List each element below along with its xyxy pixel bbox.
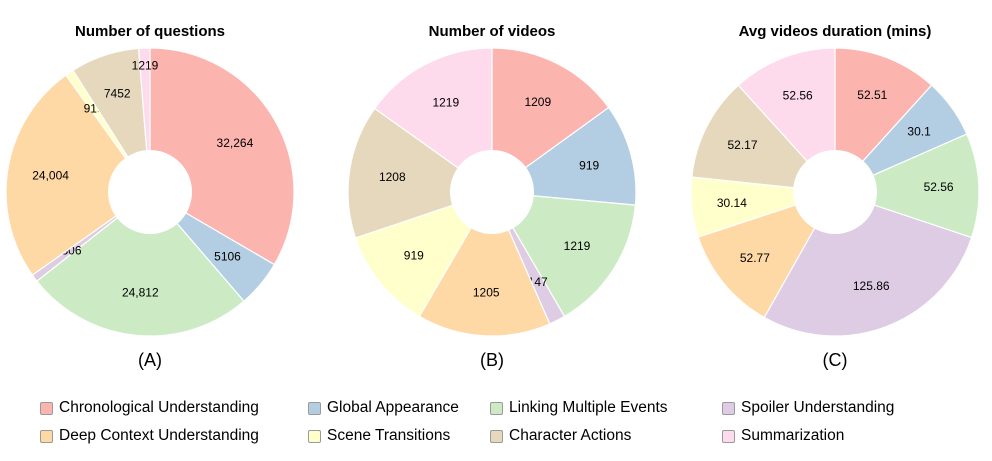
slice-value-label: 7452 xyxy=(104,87,131,101)
pie-slice-summarization xyxy=(737,47,836,194)
panel-label: (B) xyxy=(480,350,504,370)
pie-slice-linking-multiple-events xyxy=(833,133,980,239)
slice-value-label: 1209 xyxy=(524,95,551,109)
pie-slice-summarization xyxy=(373,47,493,194)
chart-title: Number of videos xyxy=(429,23,556,40)
slice-value-label: 52.51 xyxy=(857,88,887,102)
donut-hole xyxy=(108,150,192,234)
slice-value-label: 30.1 xyxy=(907,124,931,138)
slice-value-label: 1208 xyxy=(379,170,406,184)
pie-slice-chronological-understanding xyxy=(491,47,610,194)
pie-slice-deep-context-understanding xyxy=(418,190,551,337)
donut-hole xyxy=(793,150,877,234)
slice-value-label: 24,812 xyxy=(122,285,159,299)
pie-slice-character-actions xyxy=(347,107,494,239)
slice-value-label: 32,264 xyxy=(217,136,254,150)
pie-slice-scene-transitions xyxy=(354,190,494,318)
slice-value-label: 24,004 xyxy=(32,168,69,182)
chart-title: Avg videos duration (mins) xyxy=(739,23,932,40)
slice-value-label: 1219 xyxy=(432,95,459,109)
pie-slice-character-actions xyxy=(691,84,837,193)
slice-value-label: 52.56 xyxy=(924,180,954,194)
pie-slice-deep-context-understanding xyxy=(5,74,151,276)
slice-value-label: 52.77 xyxy=(740,251,770,265)
slice-value-label: 5106 xyxy=(214,250,241,264)
slice-value-label: 1219 xyxy=(132,58,159,72)
panel-label: (C) xyxy=(823,350,848,370)
chart-title: Number of questions xyxy=(75,23,225,40)
slice-value-label: 919 xyxy=(404,249,424,263)
panel-label: (A) xyxy=(138,350,162,370)
pie-slice-chronological-understanding xyxy=(834,47,933,194)
pie-slice-linking-multiple-events xyxy=(490,191,637,318)
pie-slice-deep-context-understanding xyxy=(697,190,837,319)
slice-value-label: 919 xyxy=(579,158,599,172)
slice-value-label: 30.14 xyxy=(717,196,747,210)
slice-value-label: 1205 xyxy=(473,286,500,300)
donut-chart-3: 52.51 30.1 52.56 125.86 52.77 30.14 52.17 52.56… xyxy=(690,23,980,370)
slice-value-label: 1219 xyxy=(564,239,591,253)
donut-hole xyxy=(450,150,534,234)
slice-value-label: 52.17 xyxy=(727,138,757,152)
pie-slice-linking-multiple-events xyxy=(36,191,245,337)
slice-value-label: 52.56 xyxy=(783,88,813,102)
slice-value-label: 125.86 xyxy=(853,279,890,293)
donut-chart-1: 32,264510624,81280624,00491974521219Numb… xyxy=(5,23,295,370)
